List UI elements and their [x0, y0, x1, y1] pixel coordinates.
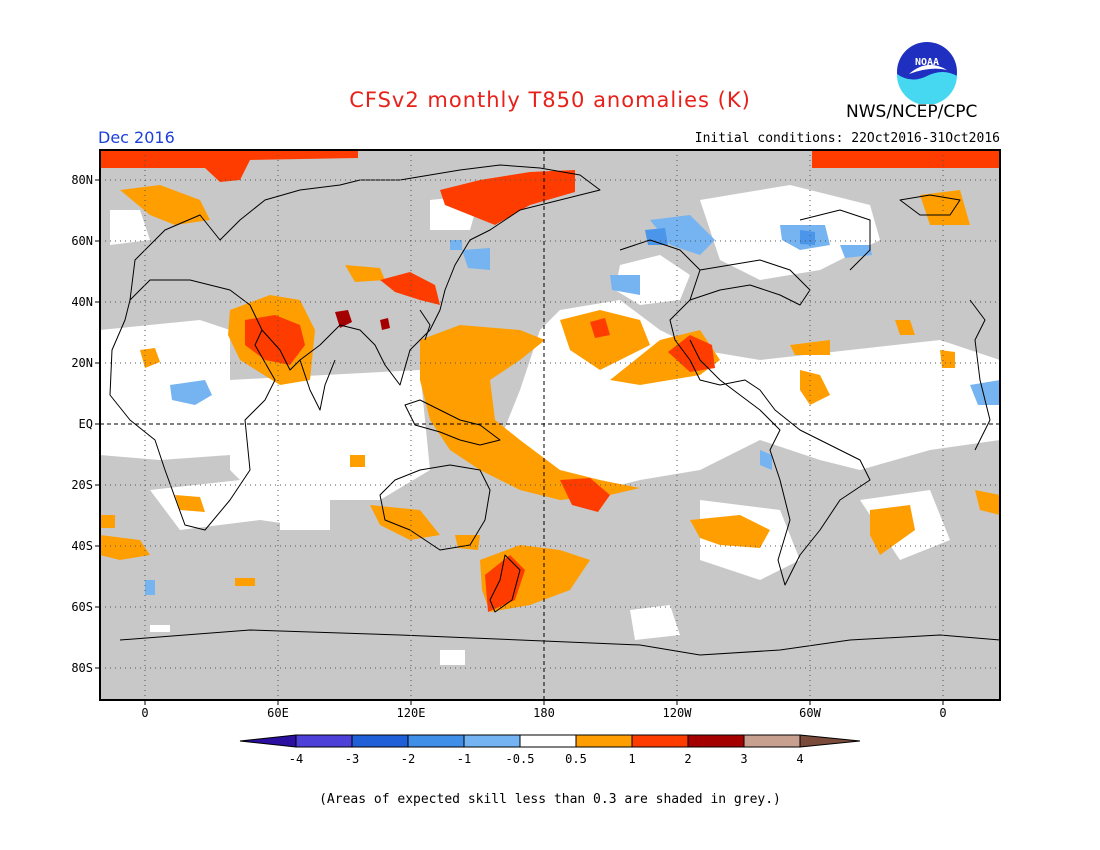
legend-swatch: [352, 735, 408, 747]
legend-label: 2: [684, 752, 691, 766]
lon-label: 60E: [267, 706, 289, 720]
lat-label: 40N: [71, 295, 93, 309]
color-legend: -4 -3 -2 -1 -0.5 0.5 1 2 3 4: [239, 734, 861, 766]
forecast-month: Dec 2016: [98, 128, 175, 147]
warm-anomaly-0.5-1: [100, 185, 1000, 612]
longitude-labels: 0 60E 120E 180 120W 60W 0: [141, 706, 946, 720]
legend-label: 3: [740, 752, 747, 766]
warm-anomaly-2-3: [335, 310, 390, 330]
legend-swatch: [520, 735, 576, 747]
chart-title: CFSv2 monthly T850 anomalies (K): [349, 88, 751, 112]
legend-label: 1: [628, 752, 635, 766]
legend-label: -1: [457, 752, 471, 766]
legend-label: -4: [289, 752, 303, 766]
legend-swatch: [296, 735, 352, 747]
lon-label: 60W: [799, 706, 821, 720]
graticule: [100, 150, 1000, 700]
logo-text: NOAA: [915, 57, 939, 68]
legend-swatch: [408, 735, 464, 747]
legend-swatch: [688, 735, 744, 747]
legend-swatch: [632, 735, 688, 747]
legend-swatch: [240, 735, 296, 747]
legend-label: 0.5: [565, 752, 587, 766]
initial-conditions: Initial conditions: 22Oct2016-31Oct2016: [694, 131, 1000, 146]
footer-note: (Areas of expected skill less than 0.3 a…: [319, 792, 781, 807]
legend-label: -3: [345, 752, 359, 766]
map-field: [100, 150, 1000, 700]
legend-swatch: [576, 735, 632, 747]
lon-label: 120E: [397, 706, 426, 720]
latitude-ticks: [95, 179, 100, 669]
coastlines: [109, 164, 1000, 656]
lat-label: EQ: [79, 417, 93, 431]
lat-label: 60N: [71, 234, 93, 248]
longitude-ticks: [144, 700, 944, 705]
legend-swatch: [744, 735, 800, 747]
agency-label: NWS/NCEP/CPC: [846, 102, 978, 122]
lat-label: 20S: [71, 478, 93, 492]
equator-dateline: [100, 150, 1000, 700]
noaa-logo: NOAA: [896, 42, 957, 104]
map-frame: [99, 149, 1001, 701]
legend-label: -0.5: [506, 752, 535, 766]
lon-label: 0: [141, 706, 148, 720]
lat-label: 40S: [71, 539, 93, 553]
legend-swatch: [800, 735, 860, 747]
legend-swatch: [464, 735, 520, 747]
legend-label: -2: [401, 752, 415, 766]
lat-label: 60S: [71, 600, 93, 614]
lat-label: 80S: [71, 661, 93, 675]
lat-label: 80N: [71, 173, 93, 187]
lon-label: 0: [939, 706, 946, 720]
lat-label: 20N: [71, 356, 93, 370]
latitude-labels: 80N 60N 40N 20N EQ 20S 40S 60S 80S: [71, 173, 93, 675]
warm-anomaly-1-2: [100, 150, 1000, 612]
cool-anomaly-0.5-1: [145, 215, 1000, 595]
lon-label: 120W: [663, 706, 693, 720]
lon-label: 180: [533, 706, 555, 720]
legend-label: 4: [796, 752, 803, 766]
